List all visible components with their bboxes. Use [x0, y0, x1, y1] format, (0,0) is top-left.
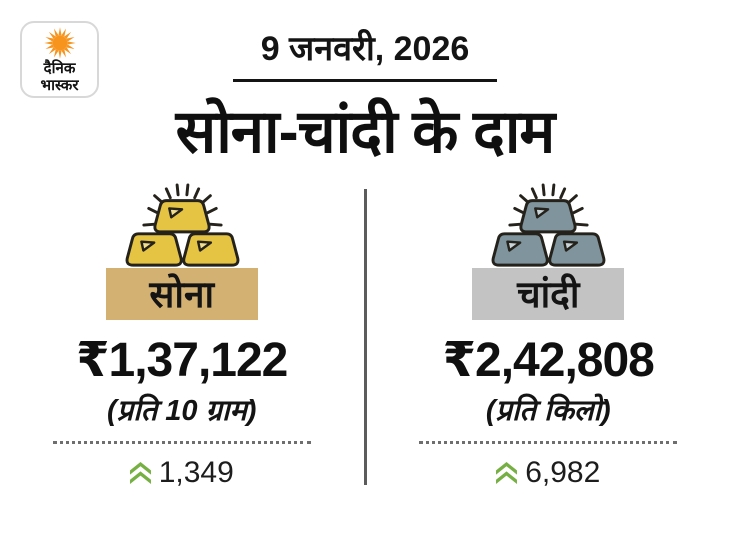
price-columns: सोना ₹1,37,122 (प्रति 10 ग्राम) 1,349 — [0, 183, 730, 490]
gold-change-value: 1,349 — [158, 456, 234, 490]
silver-unit: (प्रति किलो) — [485, 395, 611, 428]
logo-text-line1: दैनिक — [43, 60, 76, 77]
dotted-divider — [419, 441, 678, 445]
silver-change-value: 6,982 — [525, 456, 601, 490]
date-heading: 9 जनवरी, 2026 — [232, 24, 498, 82]
logo-text-line2: भास्कर — [40, 76, 79, 94]
silver-bars-icon — [491, 183, 606, 267]
vertical-divider — [363, 189, 367, 485]
gold-bars-icon — [125, 183, 240, 267]
silver-change: 6,982 — [496, 456, 600, 490]
up-arrow-icon — [496, 462, 518, 485]
dotted-divider — [52, 441, 311, 445]
gold-column: सोना ₹1,37,122 (प्रति 10 ग्राम) 1,349 — [0, 183, 364, 490]
silver-label-band: चांदी — [472, 268, 625, 320]
gold-change: 1,349 — [129, 456, 234, 490]
dainik-bhaskar-logo: दैनिक भास्कर — [20, 21, 99, 98]
silver-price: ₹2,42,808 — [442, 334, 655, 387]
sun-icon — [43, 27, 76, 59]
silver-label: चांदी — [517, 273, 580, 315]
gold-label: सोना — [149, 273, 215, 315]
page-title: सोना-चांदी के दाम — [175, 98, 556, 165]
up-arrow-icon — [129, 462, 151, 485]
gold-unit: (प्रति 10 ग्राम) — [107, 395, 257, 428]
gold-price: ₹1,37,122 — [76, 334, 288, 387]
gold-label-band: सोना — [105, 268, 258, 320]
silver-column: चांदी ₹2,42,808 (प्रति किलो) 6,982 — [367, 183, 730, 490]
